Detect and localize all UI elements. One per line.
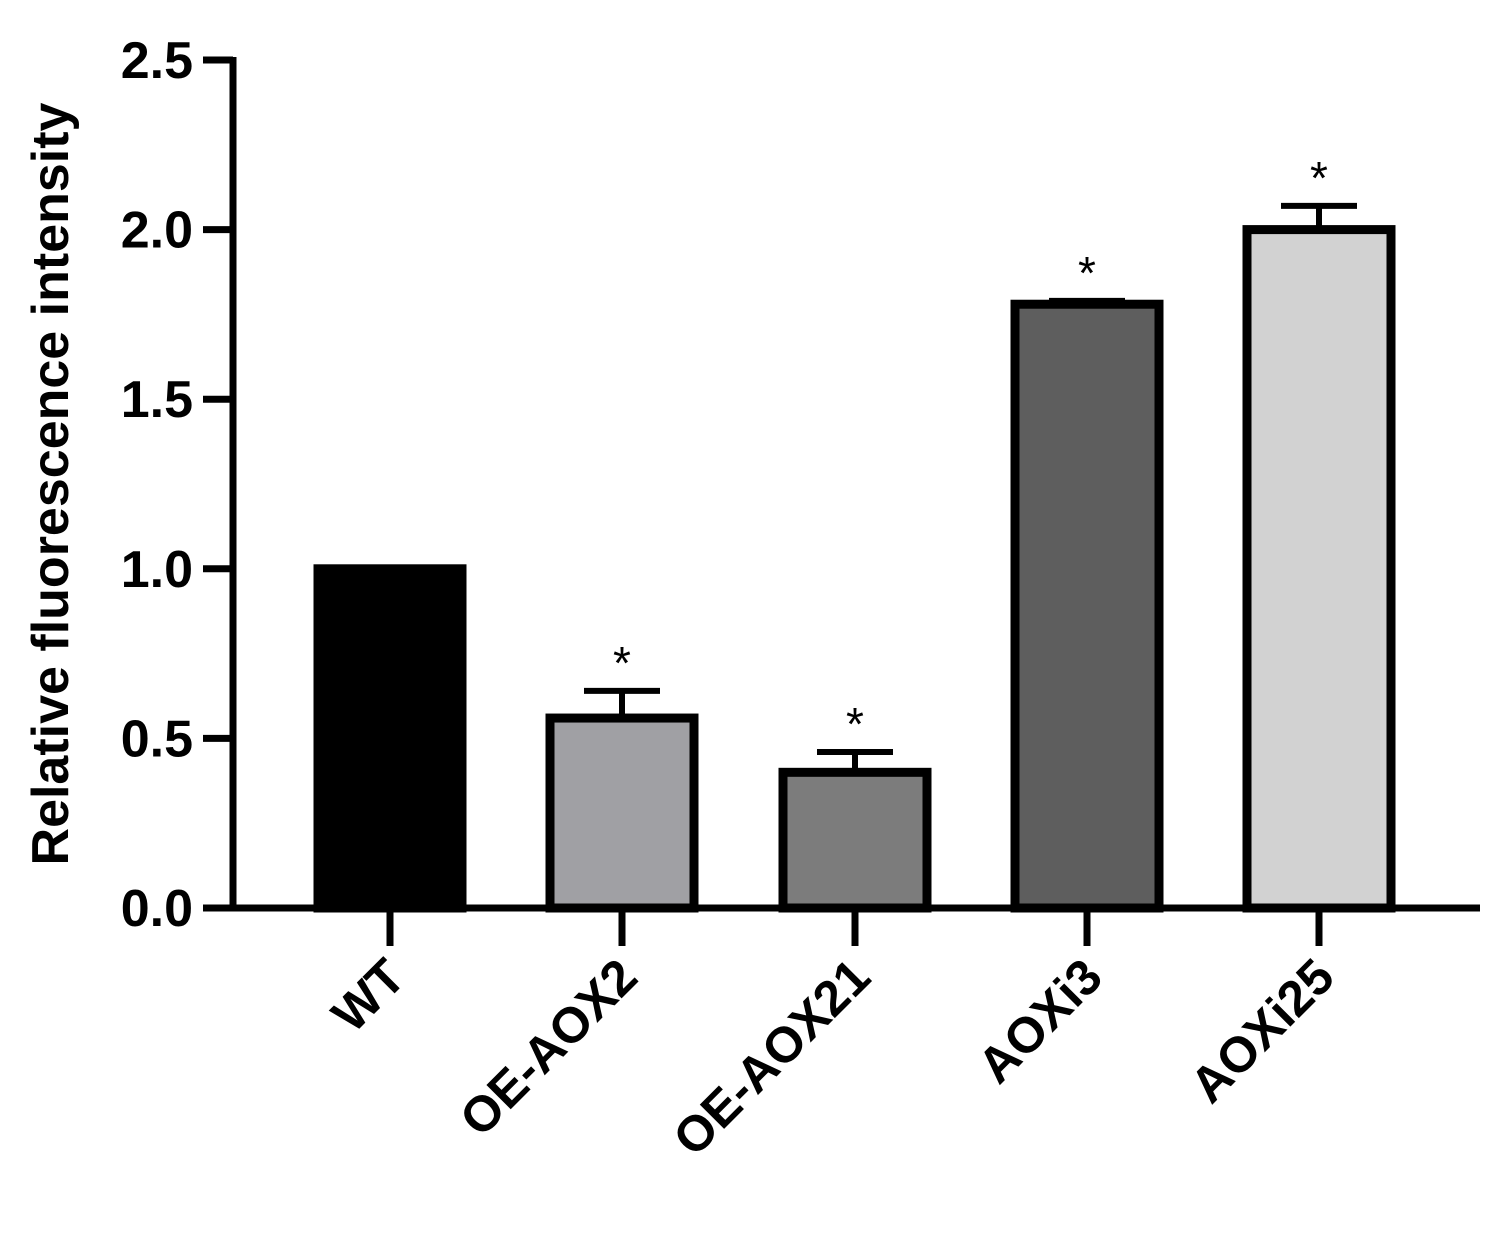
x-tick-label: OE-AOX2 [449,948,648,1147]
y-tick-label: 1.0 [121,541,193,599]
significance-marker: * [613,637,631,689]
bars: * * * * [313,152,1396,913]
x-tick-label: OE-AOX21 [662,948,880,1166]
x-tick-label: AOXi25 [1179,948,1344,1113]
y-tick-label: 2.5 [121,32,193,90]
significance-marker: * [1310,152,1328,204]
x-tick-label: WT [321,948,416,1043]
y-axis: 0.0 0.5 1.0 1.5 2.0 2.5 [121,32,237,938]
y-tick-label: 1.5 [121,371,193,429]
x-axis: WT OE-AOX2 OE-AOX21 AOXi3 AOXi25 [210,904,1480,1167]
bar [778,767,932,913]
significance-marker: * [1078,247,1096,299]
y-tick-label: 0.0 [121,880,193,938]
bar [545,713,699,913]
x-tick-label: AOXi3 [967,948,1113,1094]
significance-marker: * [846,698,864,750]
bar [1242,225,1396,913]
y-tick-label: 0.5 [121,710,193,768]
bar [313,564,467,913]
y-axis-title: Relative fluorescence intensity [22,102,80,865]
bar [1010,299,1164,913]
y-tick-label: 2.0 [121,202,193,260]
